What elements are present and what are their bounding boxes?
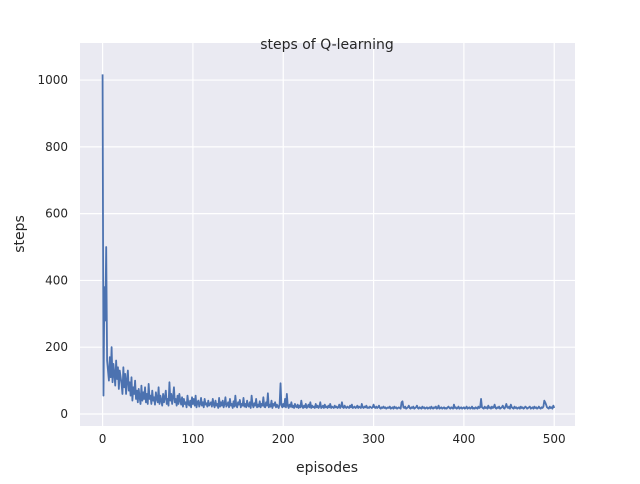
y-tick-label: 1000 [37, 73, 68, 87]
x-tick-label: 100 [181, 432, 204, 446]
x-tick-label: 200 [272, 432, 295, 446]
series-line [101, 74, 556, 410]
y-axis-label: steps [12, 215, 28, 253]
x-tick-label: 0 [99, 432, 107, 446]
y-tick-label: 0 [60, 407, 68, 421]
x-tick-label: 500 [543, 432, 566, 446]
x-tick-label: 300 [362, 432, 385, 446]
plot-background [80, 43, 575, 426]
y-tick-label: 600 [45, 207, 68, 221]
y-tick-label: 200 [45, 340, 68, 354]
grid-lines [80, 43, 575, 426]
x-axis-label: episodes [296, 460, 358, 476]
x-tick-label: 400 [452, 432, 475, 446]
chart-title: steps of Q-learning [260, 37, 394, 53]
y-tick-label: 800 [45, 140, 68, 154]
tick-labels: 0 100 200 300 400 500 0 200 400 600 800 1000 [37, 73, 565, 446]
y-tick-label: 400 [45, 273, 68, 287]
